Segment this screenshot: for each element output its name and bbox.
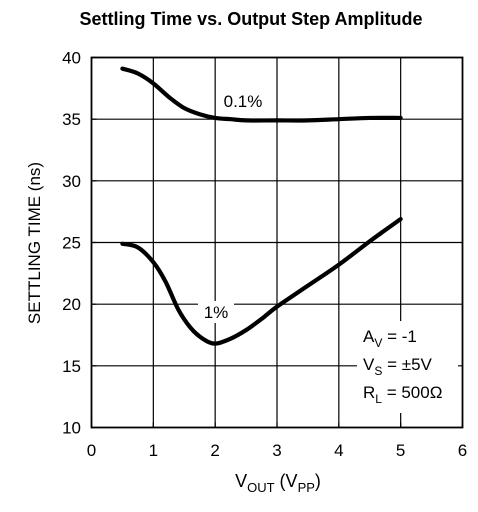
annotation-av: AV = -1 (363, 327, 417, 350)
x-tick-label-4: 4 (334, 441, 343, 460)
x-tick-label-2: 2 (210, 441, 219, 460)
x-tick-label-1: 1 (149, 441, 158, 460)
x-axis-label-end: ) (315, 471, 321, 491)
x-axis-label-main: V (235, 471, 247, 491)
series-lines (120, 66, 403, 346)
y-tick-label-15: 15 (62, 357, 81, 376)
annotation-av-value: = -1 (382, 327, 417, 346)
annotation-rl: RL = 500Ω (363, 383, 442, 406)
annotation-box-bg (357, 321, 458, 413)
chart-title: Settling Time vs. Output Step Amplitude (79, 9, 422, 29)
annotation-vs-main: V (363, 355, 375, 374)
series-label-1: 1% (204, 303, 229, 322)
x-tick-label-3: 3 (272, 441, 281, 460)
y-tick-label-40: 40 (62, 49, 81, 68)
annotation-av-sub: V (374, 336, 382, 350)
annotation-vs: VS = ±5V (363, 355, 433, 378)
x-axis-label-mid: (V (275, 471, 298, 491)
annotation-rl-sub: L (375, 392, 382, 406)
series-line-0-1 (120, 66, 403, 123)
x-tick-label-5: 5 (396, 441, 405, 460)
y-tick-label-35: 35 (62, 110, 81, 129)
y-tick-label-30: 30 (62, 172, 81, 191)
annotation-rl-main: R (363, 383, 375, 402)
annotation-rl-value: = 500Ω (382, 383, 442, 402)
x-tick-label-0: 0 (87, 441, 96, 460)
x-tick-label-6: 6 (458, 441, 467, 460)
y-tick-label-25: 25 (62, 234, 81, 253)
series-line-1 (120, 216, 403, 346)
x-axis-label-sub2: PP (298, 480, 315, 495)
series-label-bg-0-1 (220, 90, 266, 114)
axis-ticks: 0 1 2 3 4 5 6 10 15 20 25 30 35 40 (62, 49, 467, 461)
x-axis-label: VOUT (VPP) (235, 471, 321, 495)
series-label-0-1: 0.1% (224, 92, 263, 111)
annotation-av-main: A (363, 327, 375, 346)
annotation-vs-value: = ±5V (382, 355, 432, 374)
series-label-bg-1 (198, 301, 234, 323)
y-tick-label-20: 20 (62, 295, 81, 314)
annotation-vs-sub: S (374, 364, 382, 378)
y-axis-label: SETTLING TIME (ns) (25, 162, 44, 324)
x-axis-label-sub1: OUT (247, 480, 275, 495)
y-tick-label-10: 10 (62, 419, 81, 438)
